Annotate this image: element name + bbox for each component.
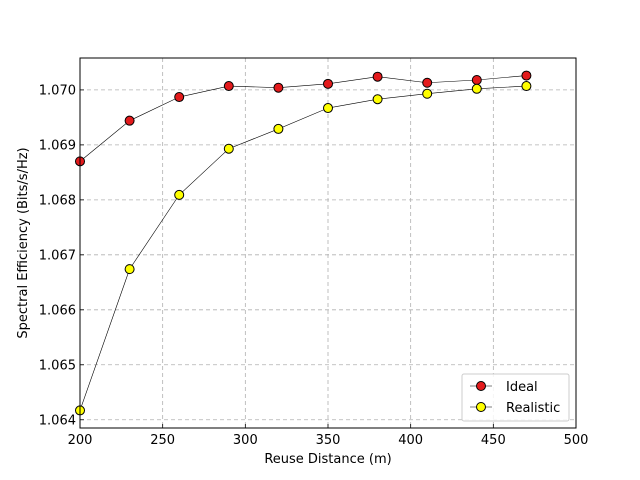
y-tick-label: 1.067: [39, 248, 76, 263]
data-point-ideal: [174, 92, 185, 103]
y-tick-label: 1.065: [39, 358, 76, 373]
data-point-realistic: [223, 143, 234, 154]
ticks: 200 250 300 350 400 450 500 1.064 1.065 1.066 1.06…: [39, 83, 589, 448]
y-tick-label: 1.069: [39, 138, 76, 153]
legend-label-realistic: Realistic: [506, 401, 560, 416]
y-axis-title: Spectral Efficiency (Bits/s/Hz): [16, 147, 31, 338]
legend-marker-realistic: [476, 402, 486, 412]
y-tick-label: 1.064: [39, 413, 76, 428]
x-tick-label: 450: [481, 433, 506, 448]
series-line-ideal: [79, 75, 527, 162]
data-point-ideal: [273, 82, 284, 93]
legend: Ideal Realistic: [461, 373, 570, 422]
data-point-ideal: [223, 81, 234, 92]
data-point-realistic: [174, 189, 185, 200]
data-point-ideal: [471, 74, 482, 85]
data-point-realistic: [323, 103, 333, 114]
x-tick-label: 350: [316, 433, 341, 448]
series-line-realistic: [79, 85, 527, 411]
data-point-realistic: [521, 81, 532, 92]
data-point-ideal: [323, 78, 333, 89]
data-point-realistic: [422, 88, 433, 99]
data-point-realistic: [372, 94, 383, 105]
x-tick-label: 250: [150, 433, 175, 448]
x-tick-label: 400: [398, 433, 423, 448]
x-tick-label: 300: [233, 433, 258, 448]
legend-marker-ideal: [476, 381, 486, 391]
y-tick-label: 1.070: [39, 83, 76, 98]
x-tick-label: 200: [68, 433, 93, 448]
data-point-realistic: [124, 264, 135, 275]
data-point-realistic: [273, 123, 284, 134]
x-tick-label: 500: [564, 433, 589, 448]
series-layer: [75, 70, 532, 416]
data-point-realistic: [471, 83, 482, 94]
data-point-ideal: [422, 77, 433, 88]
data-point-ideal: [372, 71, 383, 82]
data-point-ideal: [124, 115, 135, 126]
x-axis-title: Reuse Distance (m): [264, 452, 391, 467]
legend-label-ideal: Ideal: [506, 380, 538, 395]
y-tick-label: 1.066: [39, 303, 76, 318]
grid: [80, 58, 576, 428]
y-tick-label: 1.068: [39, 193, 76, 208]
data-point-ideal: [521, 70, 532, 81]
